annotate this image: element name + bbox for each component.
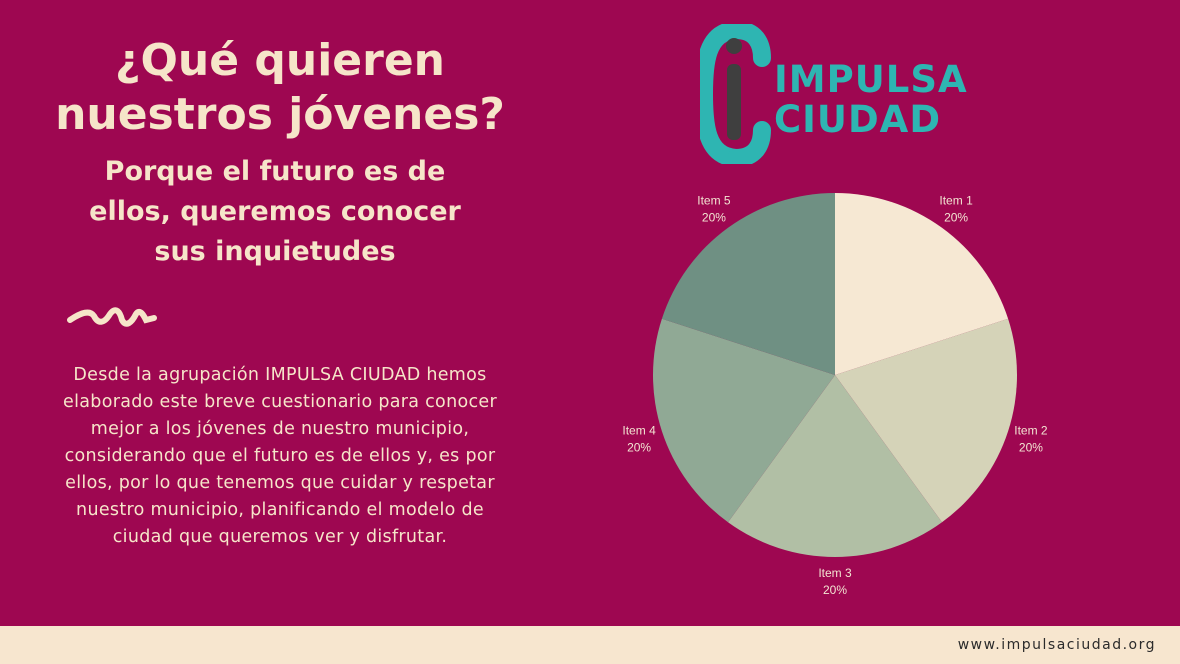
- pie-slice-1: [835, 193, 1009, 375]
- footer-bar: www.impulsaciudad.org: [0, 626, 1180, 664]
- slice-label-2: Item 2: [1014, 424, 1048, 438]
- headline: ¿Qué quieren nuestros jóvenes?: [55, 35, 505, 140]
- slice-value-4: 20%: [627, 441, 651, 455]
- pie-slice-3: [728, 375, 942, 557]
- pie-slice-2: [835, 318, 1017, 523]
- subheadline: Porque el futuro es de ellos, queremos c…: [89, 156, 461, 267]
- slice-label-5: Item 5: [697, 193, 731, 207]
- slice-label-4: Item 4: [622, 424, 656, 438]
- pie-slice-4: [653, 318, 835, 523]
- pie-slice-5: [661, 193, 835, 375]
- slice-value-2: 20%: [1019, 441, 1043, 455]
- slice-value-3: 20%: [823, 583, 847, 597]
- logo-text-line1: IMPULSA: [774, 58, 968, 101]
- description-paragraph: Desde la agrupación IMPULSA CIUDAD hemos…: [63, 365, 497, 547]
- logo-mark: [700, 24, 771, 164]
- squiggle-decoration: [67, 307, 157, 327]
- slice-label-1: Item 1: [939, 193, 973, 207]
- slice-label-3: Item 3: [818, 566, 852, 580]
- logo-text-line2: CIUDAD: [774, 98, 942, 141]
- slice-value-5: 20%: [702, 210, 726, 224]
- slice-value-1: 20%: [944, 210, 968, 224]
- website-link[interactable]: www.impulsaciudad.org: [957, 637, 1156, 653]
- pie-chart: Item 1 20% Item 2 20% Item 3 20% Item 4 20% Item…: [622, 193, 1048, 597]
